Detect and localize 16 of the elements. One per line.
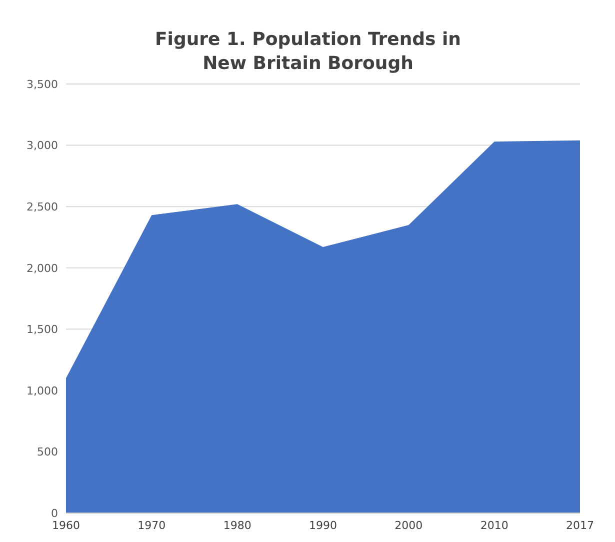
y-tick-label: 0 <box>51 506 58 520</box>
x-tick-label: 2010 <box>480 518 508 532</box>
y-tick-label: 1,500 <box>26 323 58 336</box>
x-tick-label: 1980 <box>223 518 252 532</box>
x-tick-label: 2000 <box>394 518 423 532</box>
y-tick-label: 2,000 <box>26 262 58 275</box>
y-tick-label: 2,500 <box>26 200 58 214</box>
y-tick-label: 3,500 <box>26 78 58 91</box>
x-tick-label: 2017 <box>566 518 594 532</box>
x-tick-label: 1970 <box>138 518 166 532</box>
x-tick-label: 1960 <box>52 518 80 532</box>
y-tick-label: 3,000 <box>26 139 58 152</box>
y-tick-label: 500 <box>37 446 58 459</box>
chart-title: Figure 1. Population Trends in New Britain Borough <box>154 28 462 76</box>
y-tick-label: 1,000 <box>26 384 58 398</box>
x-tick-label: 1990 <box>309 518 337 532</box>
